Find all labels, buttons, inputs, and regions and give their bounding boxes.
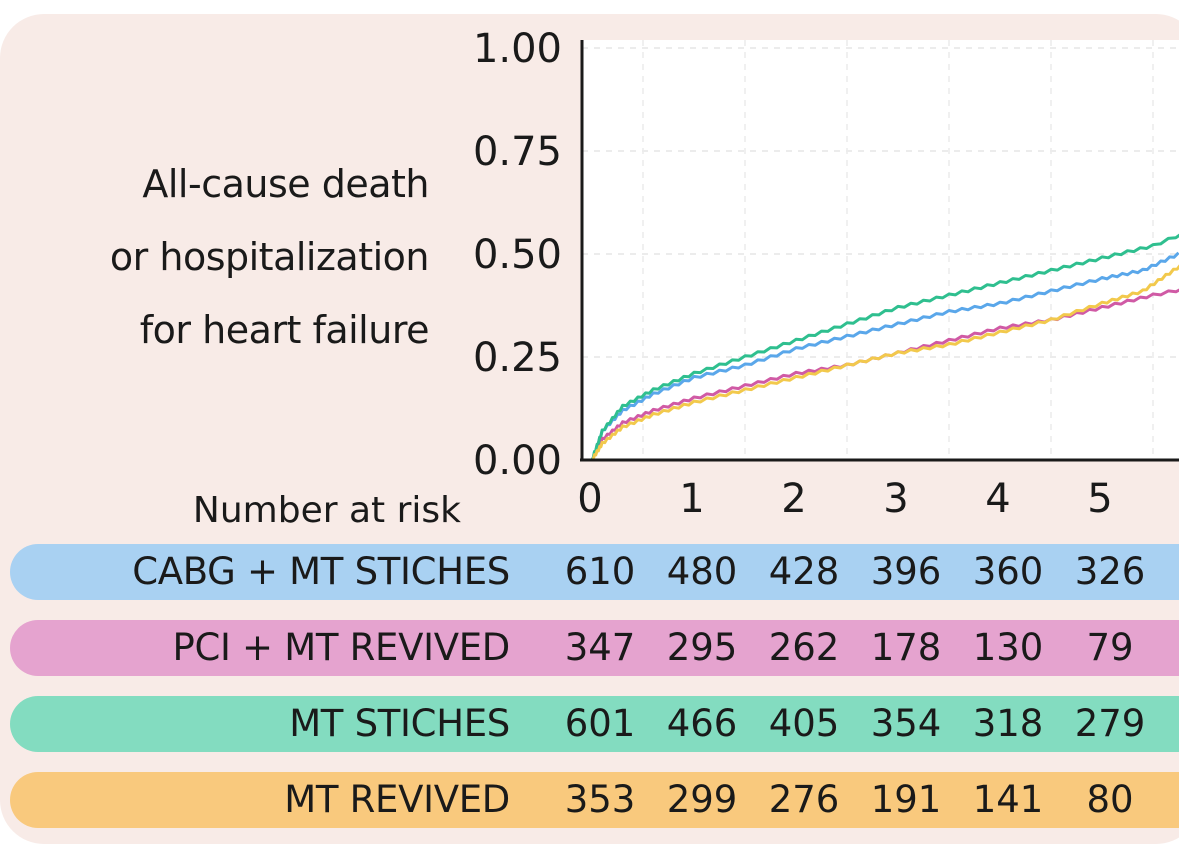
risk-row: MT STICHES 601 466 405 354 318 279 2 (10, 696, 1179, 752)
x-tick-label: 4 (985, 476, 1010, 522)
risk-value: 466 (666, 702, 738, 745)
y-tick-label: 0.00 (473, 438, 562, 484)
plot-area (582, 40, 1179, 460)
series-line-mt-revived (591, 264, 1179, 462)
risk-value: 360 (972, 550, 1044, 593)
risk-value: 191 (870, 778, 942, 821)
risk-value: 141 (972, 778, 1044, 821)
series-line-cabg-mt-stiches (590, 251, 1179, 461)
risk-value: 279 (1074, 702, 1146, 745)
x-tick-label: 3 (883, 476, 908, 522)
risk-row-label: PCI + MT REVIVED (172, 626, 510, 669)
risk-value: 299 (666, 778, 738, 821)
risk-row: PCI + MT REVIVED 347 295 262 178 130 79 (10, 620, 1179, 676)
risk-value: 262 (768, 626, 840, 669)
number-at-risk-title: Number at risk (192, 490, 461, 531)
survival-plot: 0.00 0.25 0.50 0.75 1.00 0 1 2 3 4 5 (473, 26, 1179, 522)
risk-row-label: CABG + MT STICHES (132, 550, 510, 593)
risk-row: CABG + MT STICHES 610 480 428 396 360 326 2 (10, 544, 1179, 600)
series-line-mt-stiches (590, 233, 1179, 461)
risk-value: 610 (564, 550, 636, 593)
risk-value: 353 (564, 778, 636, 821)
risk-value: 428 (768, 550, 840, 593)
risk-value: 480 (666, 550, 738, 593)
risk-value: 79 (1086, 626, 1134, 669)
risk-row: MT REVIVED 353 299 276 191 141 80 (10, 772, 1179, 828)
x-tick-label: 2 (781, 476, 806, 522)
risk-value: 396 (870, 550, 942, 593)
risk-value: 295 (666, 626, 738, 669)
risk-row-label: MT REVIVED (284, 778, 510, 821)
y-tick-label: 0.25 (473, 335, 562, 381)
risk-value: 2 (1162, 696, 1179, 752)
risk-value: 130 (972, 626, 1044, 669)
risk-value: 347 (564, 626, 636, 669)
risk-value: 276 (768, 778, 840, 821)
risk-row-label: MT STICHES (289, 702, 510, 745)
x-tick-label: 5 (1087, 476, 1112, 522)
y-tick-label: 0.50 (473, 232, 562, 278)
risk-value: 318 (972, 702, 1044, 745)
risk-value: 405 (768, 702, 840, 745)
risk-value: 601 (564, 702, 636, 745)
y-tick-label: 1.00 (473, 26, 562, 72)
y-axis-label-line-3: for heart failure (139, 308, 430, 352)
risk-value: 326 (1074, 550, 1146, 593)
y-tick-labels: 0.00 0.25 0.50 0.75 1.00 (473, 26, 562, 484)
y-tick-label: 0.75 (473, 129, 562, 175)
x-tick-labels: 0 1 2 3 4 5 (577, 476, 1112, 522)
y-axis-label-line-1: All-cause death (142, 162, 429, 206)
risk-value: 178 (870, 626, 942, 669)
y-axis-label-line-2: or hospitalization (109, 235, 430, 279)
risk-value: 2 (1162, 544, 1179, 600)
risk-value: 80 (1086, 778, 1134, 821)
risk-value: 354 (870, 702, 942, 745)
series-lines (590, 233, 1179, 462)
x-tick-label: 0 (577, 476, 602, 522)
x-tick-label: 1 (679, 476, 704, 522)
y-axis-label: All-cause death or hospitalization for h… (109, 148, 430, 367)
